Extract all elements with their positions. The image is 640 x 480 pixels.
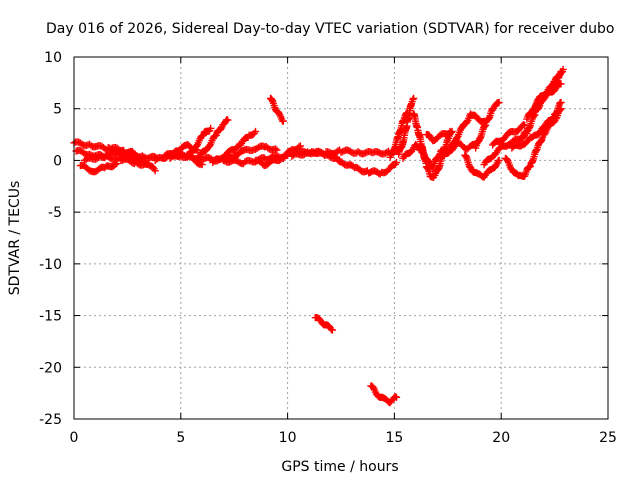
- data-point: [224, 116, 232, 124]
- data-point: [453, 134, 461, 142]
- data-point: [315, 315, 323, 323]
- data-point: [559, 65, 567, 74]
- data-point: [437, 146, 445, 154]
- y-tick-label: 10: [44, 50, 62, 66]
- data-point: [145, 159, 153, 168]
- data-point: [212, 131, 220, 139]
- data-point: [296, 142, 305, 150]
- data-point: [555, 100, 564, 108]
- data-point: [217, 124, 225, 133]
- data-point: [113, 159, 121, 168]
- x-tick-label: 5: [176, 430, 185, 446]
- data-point: [491, 150, 499, 159]
- data-point: [392, 393, 401, 401]
- data-point: [199, 131, 208, 139]
- data-point: [374, 148, 382, 156]
- y-tick-label: 0: [53, 153, 62, 169]
- data-point: [557, 98, 565, 107]
- data-point: [409, 95, 417, 103]
- data-point: [101, 145, 109, 153]
- data-point: [541, 130, 549, 138]
- y-tick-label: 5: [53, 102, 62, 118]
- x-tick-label: 0: [70, 430, 79, 446]
- y-tick-label: -10: [39, 257, 62, 273]
- data-point: [495, 156, 503, 165]
- data-point: [557, 80, 565, 88]
- data-point: [503, 155, 511, 164]
- data-point: [375, 149, 383, 157]
- data-point: [295, 143, 303, 151]
- data-point: [410, 94, 418, 102]
- x-tick-label: 25: [599, 430, 617, 446]
- data-point: [111, 160, 119, 168]
- chart-title: Day 016 of 2026, Sidereal Day-to-day VTE…: [46, 21, 614, 37]
- data-point: [130, 149, 138, 157]
- data-point: [289, 151, 298, 159]
- data-point: [251, 127, 260, 136]
- data-point: [268, 96, 276, 104]
- data-point: [84, 141, 92, 149]
- axis-ticks: 0 5 10 15 20 25 10 5 0 -5 -10 -15 -20 -25: [39, 50, 617, 446]
- data-point: [328, 326, 337, 334]
- data-point: [463, 118, 471, 126]
- x-axis-label: GPS time / hours: [281, 459, 398, 475]
- x-tick-label: 20: [492, 430, 510, 446]
- data-point: [128, 147, 136, 156]
- data-point: [151, 167, 159, 175]
- y-axis-label: SDTVAR / TECUs: [7, 181, 23, 296]
- data-point: [451, 138, 459, 146]
- data-point: [279, 117, 287, 125]
- y-tick-label: -25: [39, 412, 62, 428]
- data-point: [392, 158, 401, 167]
- data-point: [407, 147, 416, 155]
- x-tick-label: 15: [385, 430, 403, 446]
- grid-lines: [74, 57, 608, 419]
- plot-frame: [73, 56, 609, 420]
- data-point: [87, 142, 95, 150]
- data-point: [271, 145, 279, 153]
- data-point: [273, 146, 281, 154]
- y-tick-label: -5: [48, 205, 62, 221]
- data-point: [207, 124, 215, 132]
- data-point: [549, 114, 557, 123]
- y-tick-label: -15: [39, 309, 62, 325]
- data-point: [495, 98, 503, 107]
- data-point: [82, 155, 90, 163]
- y-tick-label: -20: [39, 360, 62, 376]
- data-point: [198, 160, 206, 169]
- data-point: [143, 160, 151, 168]
- data-points: [70, 65, 567, 407]
- data-point: [78, 140, 86, 148]
- x-tick-label: 10: [279, 430, 297, 446]
- data-point: [446, 127, 454, 136]
- data-point: [338, 148, 347, 156]
